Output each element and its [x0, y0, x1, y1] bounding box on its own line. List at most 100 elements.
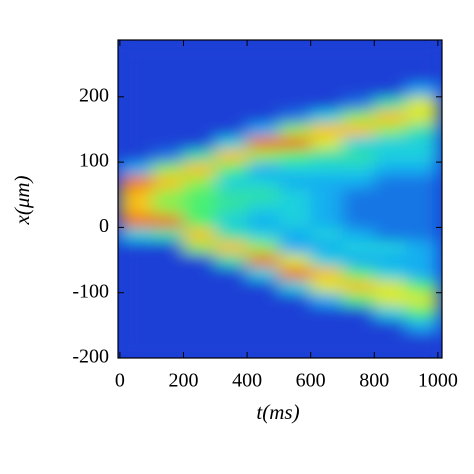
heat-cell — [215, 188, 248, 202]
heat-cell — [119, 149, 153, 163]
plot-frame — [117, 39, 443, 359]
plot-area — [118, 40, 442, 358]
heat-cell — [247, 253, 280, 268]
heat-cell — [342, 279, 375, 294]
heat-cell — [119, 109, 153, 124]
heat-cell — [406, 279, 439, 294]
heat-cell — [119, 305, 153, 320]
heat-cell — [374, 162, 407, 176]
heat-cell — [215, 227, 248, 241]
heat-cell — [374, 188, 407, 202]
heat-cell — [119, 279, 153, 294]
heat-cell — [247, 344, 280, 358]
heat-cell — [342, 344, 375, 358]
heat-cell — [183, 201, 216, 215]
heat-cell — [151, 70, 184, 85]
heat-cell — [278, 175, 312, 189]
heat-cell — [119, 214, 153, 228]
heat-cell — [406, 344, 439, 358]
heat-cell — [310, 331, 343, 346]
heat-cell — [406, 214, 439, 228]
heat-cell — [183, 57, 216, 72]
heat-cell — [310, 188, 343, 202]
heat-cell — [406, 305, 439, 320]
heat-cell — [247, 305, 280, 320]
heat-cell — [310, 83, 343, 98]
heat-cell — [183, 331, 216, 346]
heat-cell — [151, 292, 184, 307]
heat-cell — [342, 44, 375, 59]
heat-cell — [119, 96, 153, 111]
heat-cell — [119, 318, 153, 333]
heat-cell — [151, 305, 184, 320]
heat-cell — [342, 149, 375, 163]
heat-cell — [374, 227, 407, 241]
heat-cell — [342, 83, 375, 98]
heat-cell — [374, 292, 407, 307]
heat-cell — [183, 162, 216, 176]
y-tick-label: -100 — [72, 280, 109, 302]
heat-cell — [247, 109, 280, 124]
heat-cell — [278, 266, 312, 281]
heat-cell — [278, 70, 312, 85]
heat-cell — [310, 201, 343, 215]
heat-cell — [247, 266, 280, 281]
heat-cell — [310, 44, 343, 59]
heat-cell — [406, 201, 439, 215]
heat-cell — [406, 175, 439, 189]
heat-cell — [278, 149, 312, 163]
heat-cell — [247, 175, 280, 189]
heat-cell — [278, 162, 312, 176]
heat-cell — [310, 162, 343, 176]
heat-cell — [310, 305, 343, 320]
heat-cell — [278, 253, 312, 268]
heat-cell — [183, 227, 216, 241]
heat-cell — [374, 135, 407, 150]
heat-cell — [406, 96, 439, 111]
heat-cell — [278, 57, 312, 72]
heat-cell — [183, 175, 216, 189]
heat-cell — [215, 214, 248, 228]
heat-cell — [215, 149, 248, 163]
heat-cell — [183, 149, 216, 163]
heat-cell — [278, 135, 312, 150]
heat-cell — [406, 266, 439, 281]
heat-cell — [119, 253, 153, 268]
heat-cell — [374, 318, 407, 333]
heat-cell — [310, 214, 343, 228]
heat-cell — [406, 240, 439, 255]
heat-cell — [342, 135, 375, 150]
heat-cell — [247, 122, 280, 137]
heat-cell — [342, 331, 375, 346]
heat-cell — [342, 305, 375, 320]
heat-cell — [310, 253, 343, 268]
heat-cell — [215, 175, 248, 189]
heat-cell — [278, 292, 312, 307]
heat-cell — [406, 44, 439, 59]
x-tick-label: 0 — [115, 370, 125, 392]
heat-cell — [119, 266, 153, 281]
heat-cell — [310, 240, 343, 255]
heat-cell — [215, 83, 248, 98]
heat-cell — [247, 83, 280, 98]
heatmap — [119, 44, 439, 358]
heat-cell — [310, 96, 343, 111]
heat-cell — [406, 253, 439, 268]
heat-cell — [374, 305, 407, 320]
x-tick-label: 200 — [168, 370, 198, 392]
heat-cell — [278, 318, 312, 333]
heat-cell — [247, 149, 280, 163]
heat-cell — [247, 162, 280, 176]
heat-cell — [151, 175, 184, 189]
heat-cell — [374, 109, 407, 124]
heat-cell — [310, 318, 343, 333]
heat-cell — [406, 227, 439, 241]
heat-cell — [151, 201, 184, 215]
heat-cell — [278, 240, 312, 255]
heat-cell — [406, 109, 439, 124]
heat-cell — [310, 70, 343, 85]
heat-cell — [247, 57, 280, 72]
heat-cell — [247, 318, 280, 333]
